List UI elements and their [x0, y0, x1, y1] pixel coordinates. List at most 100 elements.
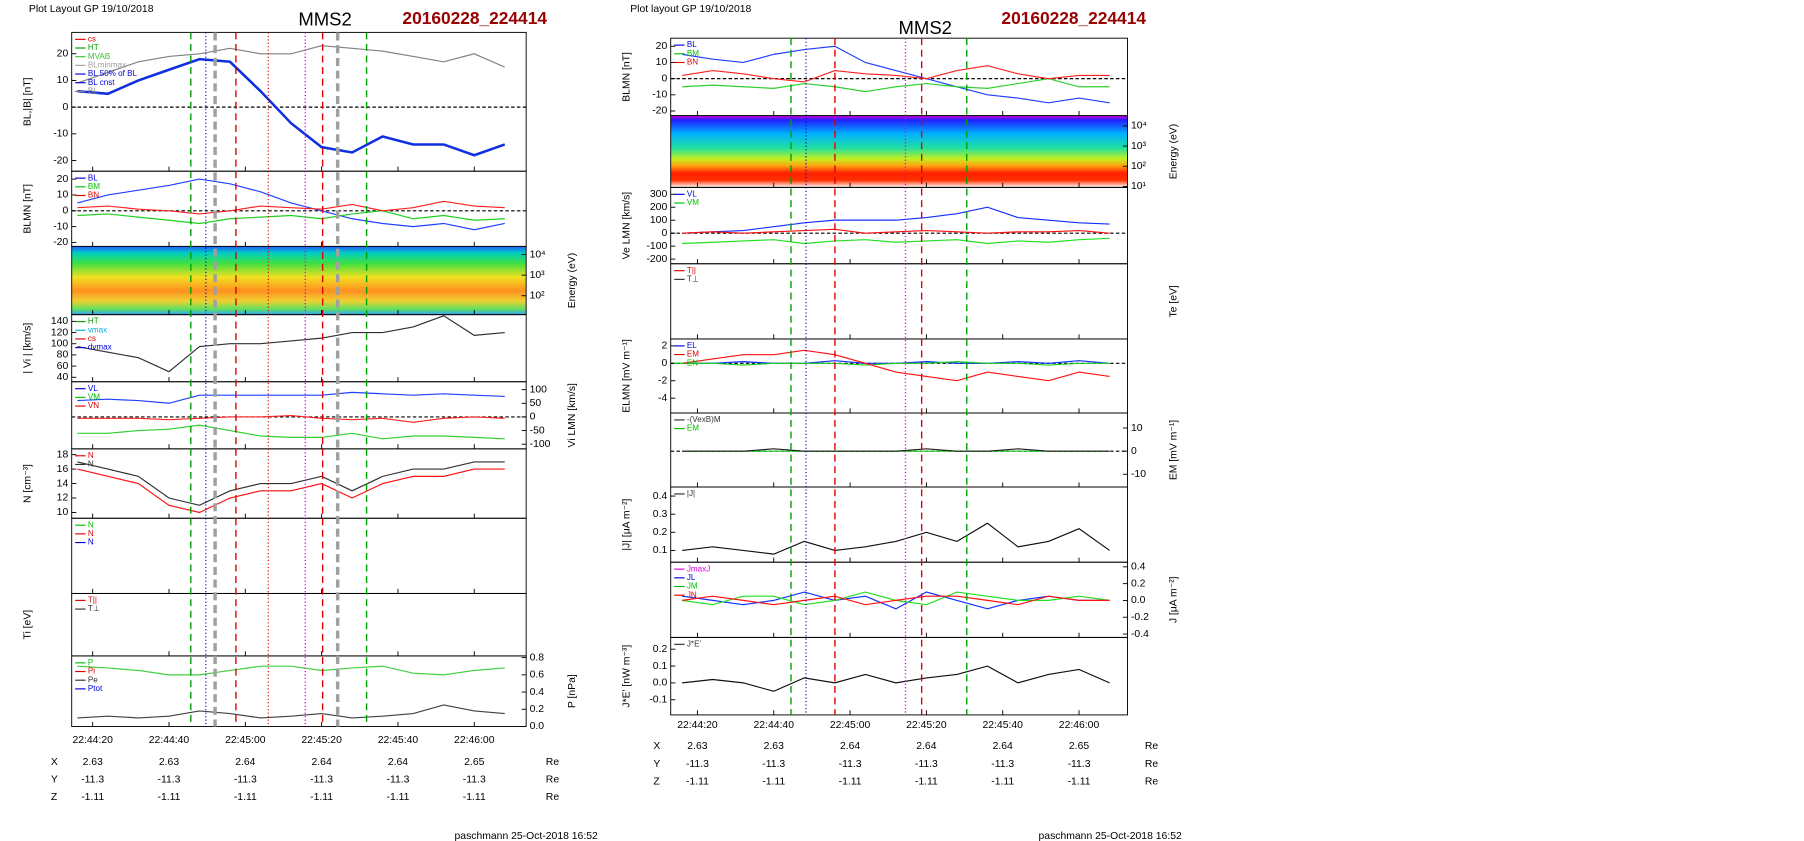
ephemeris-name: X: [653, 741, 660, 752]
event-id: 20160228_224414: [402, 8, 547, 28]
trace: [77, 315, 505, 373]
y-axis-label: Ve LMN [km/s]: [622, 192, 633, 260]
y-tick-label: 10²: [1131, 161, 1147, 172]
ephemeris-value: -1.11: [915, 777, 938, 788]
legend-label: BL cnst: [88, 78, 115, 87]
y-axis-label: BLMN [nT]: [23, 184, 34, 234]
y-tick-label: -10: [1131, 469, 1146, 480]
y-axis-label: Energy (eV): [567, 253, 578, 308]
legend-label: |J|: [687, 489, 695, 498]
y-tick-label: 0.8: [530, 652, 545, 663]
trace: [682, 595, 1110, 606]
trace: [682, 228, 1110, 234]
ephemeris-value: -11.3: [310, 774, 333, 785]
y-tick-label: 0.4: [530, 687, 545, 698]
y-axis-label: Energy (eV): [1169, 124, 1180, 179]
ephemeris-value: 2.63: [83, 757, 103, 768]
y-tick-label: 14: [57, 478, 69, 489]
legend-label: cs: [88, 34, 96, 43]
x-tick-label: 22:44:20: [677, 720, 718, 731]
y-tick-label: 200: [650, 202, 668, 213]
y-tick-label: 0.2: [653, 527, 668, 538]
trace: [77, 704, 505, 719]
y-tick-label: -100: [646, 241, 667, 252]
y-tick-label: 0: [62, 206, 68, 217]
legend-label: JmaxJ: [687, 564, 710, 573]
y-tick-label: -0.1: [649, 694, 667, 705]
x-tick-label: 22:44:20: [72, 735, 113, 746]
panel-frame: [670, 338, 1128, 414]
legend-label: cs: [88, 334, 96, 343]
trace: [77, 178, 505, 231]
trace: [77, 200, 505, 215]
y-tick-label: 50: [530, 398, 542, 409]
ephemeris-value: -1.11: [839, 777, 862, 788]
trace: [682, 78, 1110, 93]
ephemeris-unit: Re: [1145, 759, 1159, 770]
x-tick-label: 22:45:00: [225, 735, 266, 746]
trace: [77, 424, 505, 440]
ephemeris-name: Y: [51, 774, 58, 785]
legend-label: vmax: [88, 325, 107, 334]
ephemeris-name: Z: [653, 777, 660, 788]
legend-label: BL: [88, 173, 98, 182]
trace: [682, 591, 1110, 610]
legend-label: MVAB: [88, 52, 110, 61]
y-axis-label: ELMN [mV m⁻¹]: [622, 339, 633, 413]
y-tick-label: 10: [656, 57, 668, 68]
ephemeris-value: 2.64: [312, 757, 332, 768]
ephemeris-value: -11.3: [686, 759, 709, 770]
trace: [682, 665, 1110, 692]
ephemeris-value: 2.65: [1069, 741, 1089, 752]
legend-label: BN: [687, 58, 698, 67]
legend-label: Ptot: [88, 684, 103, 693]
legend-label: EM: [687, 424, 699, 433]
footer: paschmann 25-Oct-2018 16:52: [1039, 831, 1182, 841]
ephemeris-value: -1.11: [686, 777, 709, 788]
y-tick-label: 0.2: [530, 704, 545, 715]
y-axis-label: J [μA m⁻²]: [1169, 576, 1180, 623]
y-tick-label: 0: [661, 358, 667, 369]
y-axis-label: P [nPa]: [567, 674, 578, 708]
y-tick-label: 0: [661, 73, 667, 84]
legend-label: EM: [687, 350, 699, 359]
legend-label: EN: [687, 358, 698, 367]
ephemeris-value: -1.11: [991, 777, 1014, 788]
legend-label: N: [88, 538, 94, 547]
y-tick-label: 0.2: [653, 644, 668, 655]
legend-label: BM: [687, 49, 699, 58]
plot-title: MMS2: [899, 17, 952, 38]
legend-label: JM: [687, 582, 698, 591]
y-tick-label: 0: [661, 228, 667, 239]
y-tick-label: 100: [650, 215, 668, 226]
ephemeris-value: -11.3: [1068, 759, 1091, 770]
y-tick-label: -20: [53, 237, 68, 248]
legend-label: BLminmax: [88, 60, 126, 69]
y-tick-label: -20: [652, 106, 667, 117]
trace: [77, 391, 505, 404]
panel-frame: [670, 412, 1128, 488]
ephemeris-value: 2.64: [840, 741, 860, 752]
y-tick-label: 10⁴: [1131, 121, 1147, 132]
ephemeris-value: -11.3: [762, 759, 785, 770]
y-tick-label: 0.1: [653, 545, 668, 556]
legend-label: BM: [88, 182, 100, 191]
legend-label: T⊥: [687, 275, 699, 284]
y-tick-label: 40: [57, 372, 69, 383]
ephemeris-value: -1.11: [158, 792, 181, 803]
legend-label: dvmax: [88, 343, 112, 352]
legend-label: T⊥: [88, 604, 100, 613]
trace: [77, 461, 505, 506]
ephemeris-unit: Re: [546, 792, 560, 803]
panel-frame: [670, 486, 1128, 563]
ephemeris-value: -11.3: [991, 759, 1014, 770]
ephemeris-value: -1.11: [386, 792, 409, 803]
trace: [682, 206, 1110, 234]
y-tick-label: 20: [57, 48, 69, 59]
y-axis-label: BL,|B| [nT]: [23, 77, 34, 126]
ephemeris-value: -11.3: [915, 759, 938, 770]
y-tick-label: 12: [57, 493, 69, 504]
ephemeris-value: -11.3: [158, 774, 181, 785]
ephemeris-value: 2.65: [464, 757, 484, 768]
